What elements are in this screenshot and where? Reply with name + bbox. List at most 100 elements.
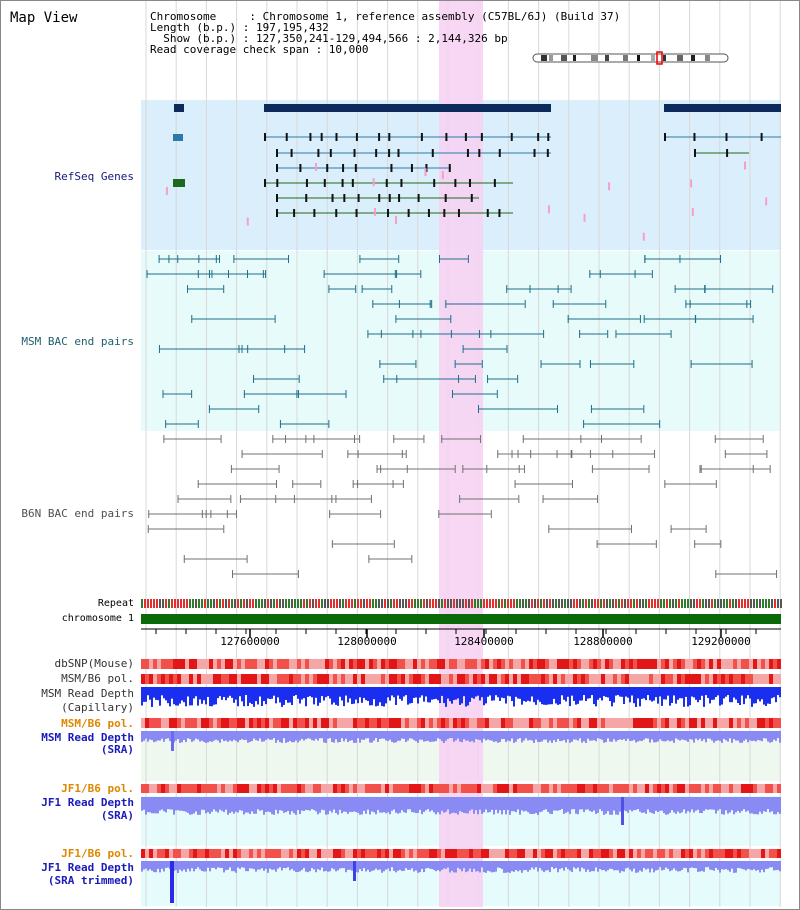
jf1-trimmed-depth bbox=[605, 861, 607, 872]
dbsnp-strip bbox=[353, 659, 357, 669]
jf1-depth bbox=[379, 797, 381, 813]
dbsnp-strip bbox=[513, 659, 517, 669]
jf1-depth bbox=[153, 797, 155, 814]
dbsnp-strip bbox=[533, 659, 537, 669]
msm-capillary-depth bbox=[655, 687, 657, 698]
msm-capillary-depth bbox=[213, 687, 215, 705]
msmb6-pol2-strip bbox=[577, 718, 581, 728]
msm-sra-depth bbox=[517, 731, 519, 740]
jf1-trimmed-depth bbox=[649, 861, 651, 873]
msmb6-pol2-strip bbox=[649, 718, 653, 728]
repeat-mark bbox=[495, 599, 497, 608]
dbsnp-strip bbox=[409, 659, 413, 669]
repeat-mark bbox=[558, 599, 560, 608]
jf1b6-pol-strip bbox=[229, 784, 233, 793]
msm-sra-depth bbox=[227, 731, 229, 742]
track-label-refseq-genes[interactable]: RefSeq Genes bbox=[54, 170, 134, 183]
msm-sra-depth bbox=[191, 731, 193, 742]
msm-capillary-depth bbox=[511, 687, 513, 702]
b6n-bac-end bbox=[769, 465, 771, 473]
jf1-depth bbox=[399, 797, 401, 813]
msm-sra-depth bbox=[561, 731, 563, 741]
jf1-depth bbox=[611, 797, 613, 815]
msm-sra-depth bbox=[703, 731, 705, 740]
jf1-trimmed-depth bbox=[215, 861, 217, 870]
jf1-trimmed-depth bbox=[351, 861, 353, 871]
jf1b6-pol-strip bbox=[145, 784, 149, 793]
jf1b6-pol-strip bbox=[413, 784, 417, 793]
msm-sra-depth bbox=[329, 731, 331, 739]
msm-capillary-depth bbox=[571, 687, 573, 696]
jf1-trimmed-depth bbox=[747, 861, 749, 869]
jf1-depth bbox=[479, 797, 481, 810]
repeat-mark bbox=[354, 599, 356, 608]
jf1b6-pol2-strip bbox=[473, 849, 477, 858]
jf1b6-pol2-strip bbox=[349, 849, 353, 858]
jf1-trimmed-depth bbox=[733, 861, 735, 873]
jf1b6-pol2-strip bbox=[625, 849, 629, 858]
msm-capillary-depth bbox=[509, 687, 511, 697]
dbsnp-strip bbox=[165, 659, 169, 669]
msm-capillary-depth bbox=[231, 687, 233, 698]
msmb6-pol-strip bbox=[545, 674, 549, 684]
msmb6-pol-strip bbox=[665, 674, 669, 684]
jf1-depth bbox=[415, 797, 417, 814]
jf1-depth bbox=[771, 797, 773, 812]
msm-sra-depth bbox=[599, 731, 601, 739]
jf1-trimmed-depth bbox=[743, 861, 745, 870]
msmb6-pol2-strip bbox=[493, 718, 497, 728]
msmb6-pol2-strip bbox=[225, 718, 229, 728]
jf1b6-pol-strip bbox=[517, 784, 521, 793]
msmb6-pol2-strip bbox=[437, 718, 441, 728]
msmb6-pol-strip bbox=[261, 674, 265, 684]
msm-sra-depth bbox=[683, 731, 685, 740]
msm-sra-depth bbox=[687, 731, 689, 742]
repeat-mark bbox=[696, 599, 698, 608]
track-label-b6n-bac[interactable]: B6N BAC end pairs bbox=[21, 507, 134, 520]
b6n-bac-end bbox=[454, 465, 456, 473]
msm-sra-depth bbox=[353, 731, 355, 743]
dbsnp-strip bbox=[357, 659, 361, 669]
jf1b6-pol-strip bbox=[301, 784, 305, 793]
jf1-trimmed-depth bbox=[143, 861, 145, 870]
msm-capillary-depth bbox=[613, 687, 615, 703]
msm-capillary-depth bbox=[519, 687, 521, 699]
msm-sra-depth bbox=[363, 731, 365, 740]
jf1-trimmed-depth bbox=[543, 861, 545, 873]
msmb6-pol2-strip bbox=[561, 718, 565, 728]
msm-capillary-depth bbox=[757, 687, 759, 700]
dbsnp-strip bbox=[649, 659, 653, 669]
jf1b6-pol-strip bbox=[525, 784, 529, 793]
msmb6-pol2-strip bbox=[197, 718, 201, 728]
msm-sra-depth bbox=[485, 731, 487, 741]
jf1b6-pol2-strip bbox=[665, 849, 669, 858]
jf1b6-pol-strip bbox=[373, 784, 377, 793]
jf1-depth bbox=[271, 797, 273, 815]
jf1-trimmed-depth bbox=[363, 861, 365, 869]
b6n-bac-end bbox=[223, 525, 225, 533]
msmb6-pol-strip bbox=[241, 674, 245, 684]
msm-capillary-depth bbox=[645, 687, 647, 701]
msm-sra-depth bbox=[221, 731, 223, 740]
jf1-depth bbox=[255, 797, 257, 814]
msm-capillary-depth bbox=[181, 687, 183, 701]
msm-sra-depth bbox=[313, 731, 315, 741]
exon bbox=[335, 209, 338, 217]
jf1-trimmed-depth bbox=[453, 861, 455, 873]
track-label-msm-bac[interactable]: MSM BAC end pairs bbox=[21, 335, 134, 348]
msm-sra-depth bbox=[563, 731, 565, 740]
msmb6-pol2-strip bbox=[389, 718, 393, 728]
msmb6-pol2-strip bbox=[653, 718, 657, 728]
jf1-trimmed-depth bbox=[687, 861, 689, 873]
msm-bac-end bbox=[158, 345, 160, 353]
jf1b6-pol-strip bbox=[349, 784, 353, 793]
msmb6-pol2-strip bbox=[733, 718, 737, 728]
repeat-mark bbox=[777, 599, 779, 608]
msm-capillary-depth bbox=[299, 687, 301, 704]
b6n-bac-end bbox=[402, 480, 404, 488]
dbsnp-strip bbox=[281, 659, 285, 669]
msmb6-pol2-strip bbox=[281, 718, 285, 728]
refseq-mark bbox=[547, 205, 550, 214]
repeat-mark bbox=[150, 599, 152, 608]
